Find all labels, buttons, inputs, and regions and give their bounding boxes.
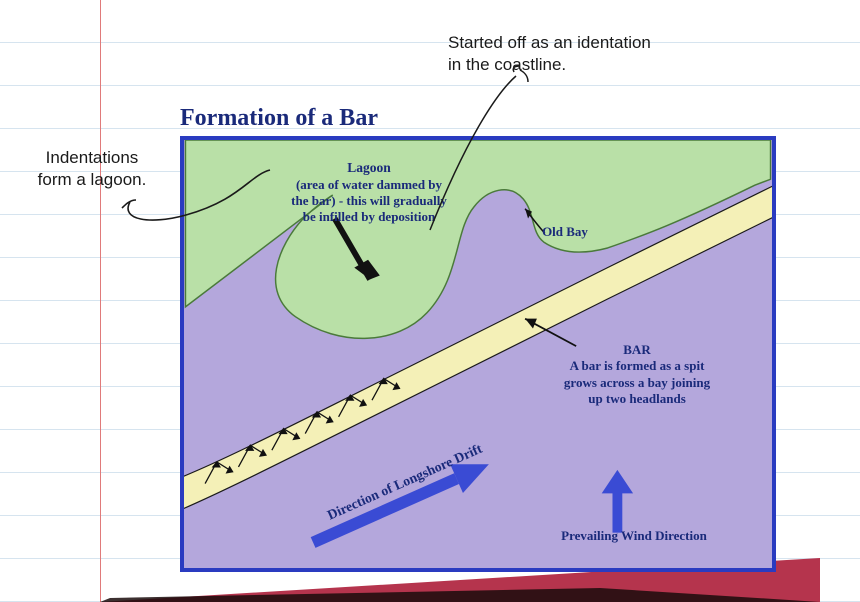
paper-margin-line (100, 0, 101, 602)
diagram-frame: Direction of Longshore Drift Lagoon (are… (180, 136, 776, 572)
lagoon-title: Lagoon (254, 160, 484, 177)
handwriting-left: Indentations form a lagoon. (12, 147, 172, 191)
diagram-title: Formation of a Bar (180, 105, 378, 132)
lagoon-desc: (area of water dammed by the bar) - this… (254, 177, 484, 226)
handwriting-top: Started off as an identation in the coas… (448, 32, 788, 76)
prevailing-wind-arrow (602, 470, 633, 533)
bar-desc: A bar is formed as a spit grows across a… (522, 358, 752, 407)
longshore-drift-arrow (307, 450, 496, 557)
lagoon-label-block: Lagoon (area of water dammed by the bar)… (254, 160, 484, 226)
bar-title: BAR (522, 342, 752, 358)
wind-label: Prevailing Wind Direction (554, 528, 714, 544)
bar-label-block: BAR A bar is formed as a spit grows acro… (522, 342, 752, 407)
old-bay-label: Old Bay (520, 224, 610, 240)
